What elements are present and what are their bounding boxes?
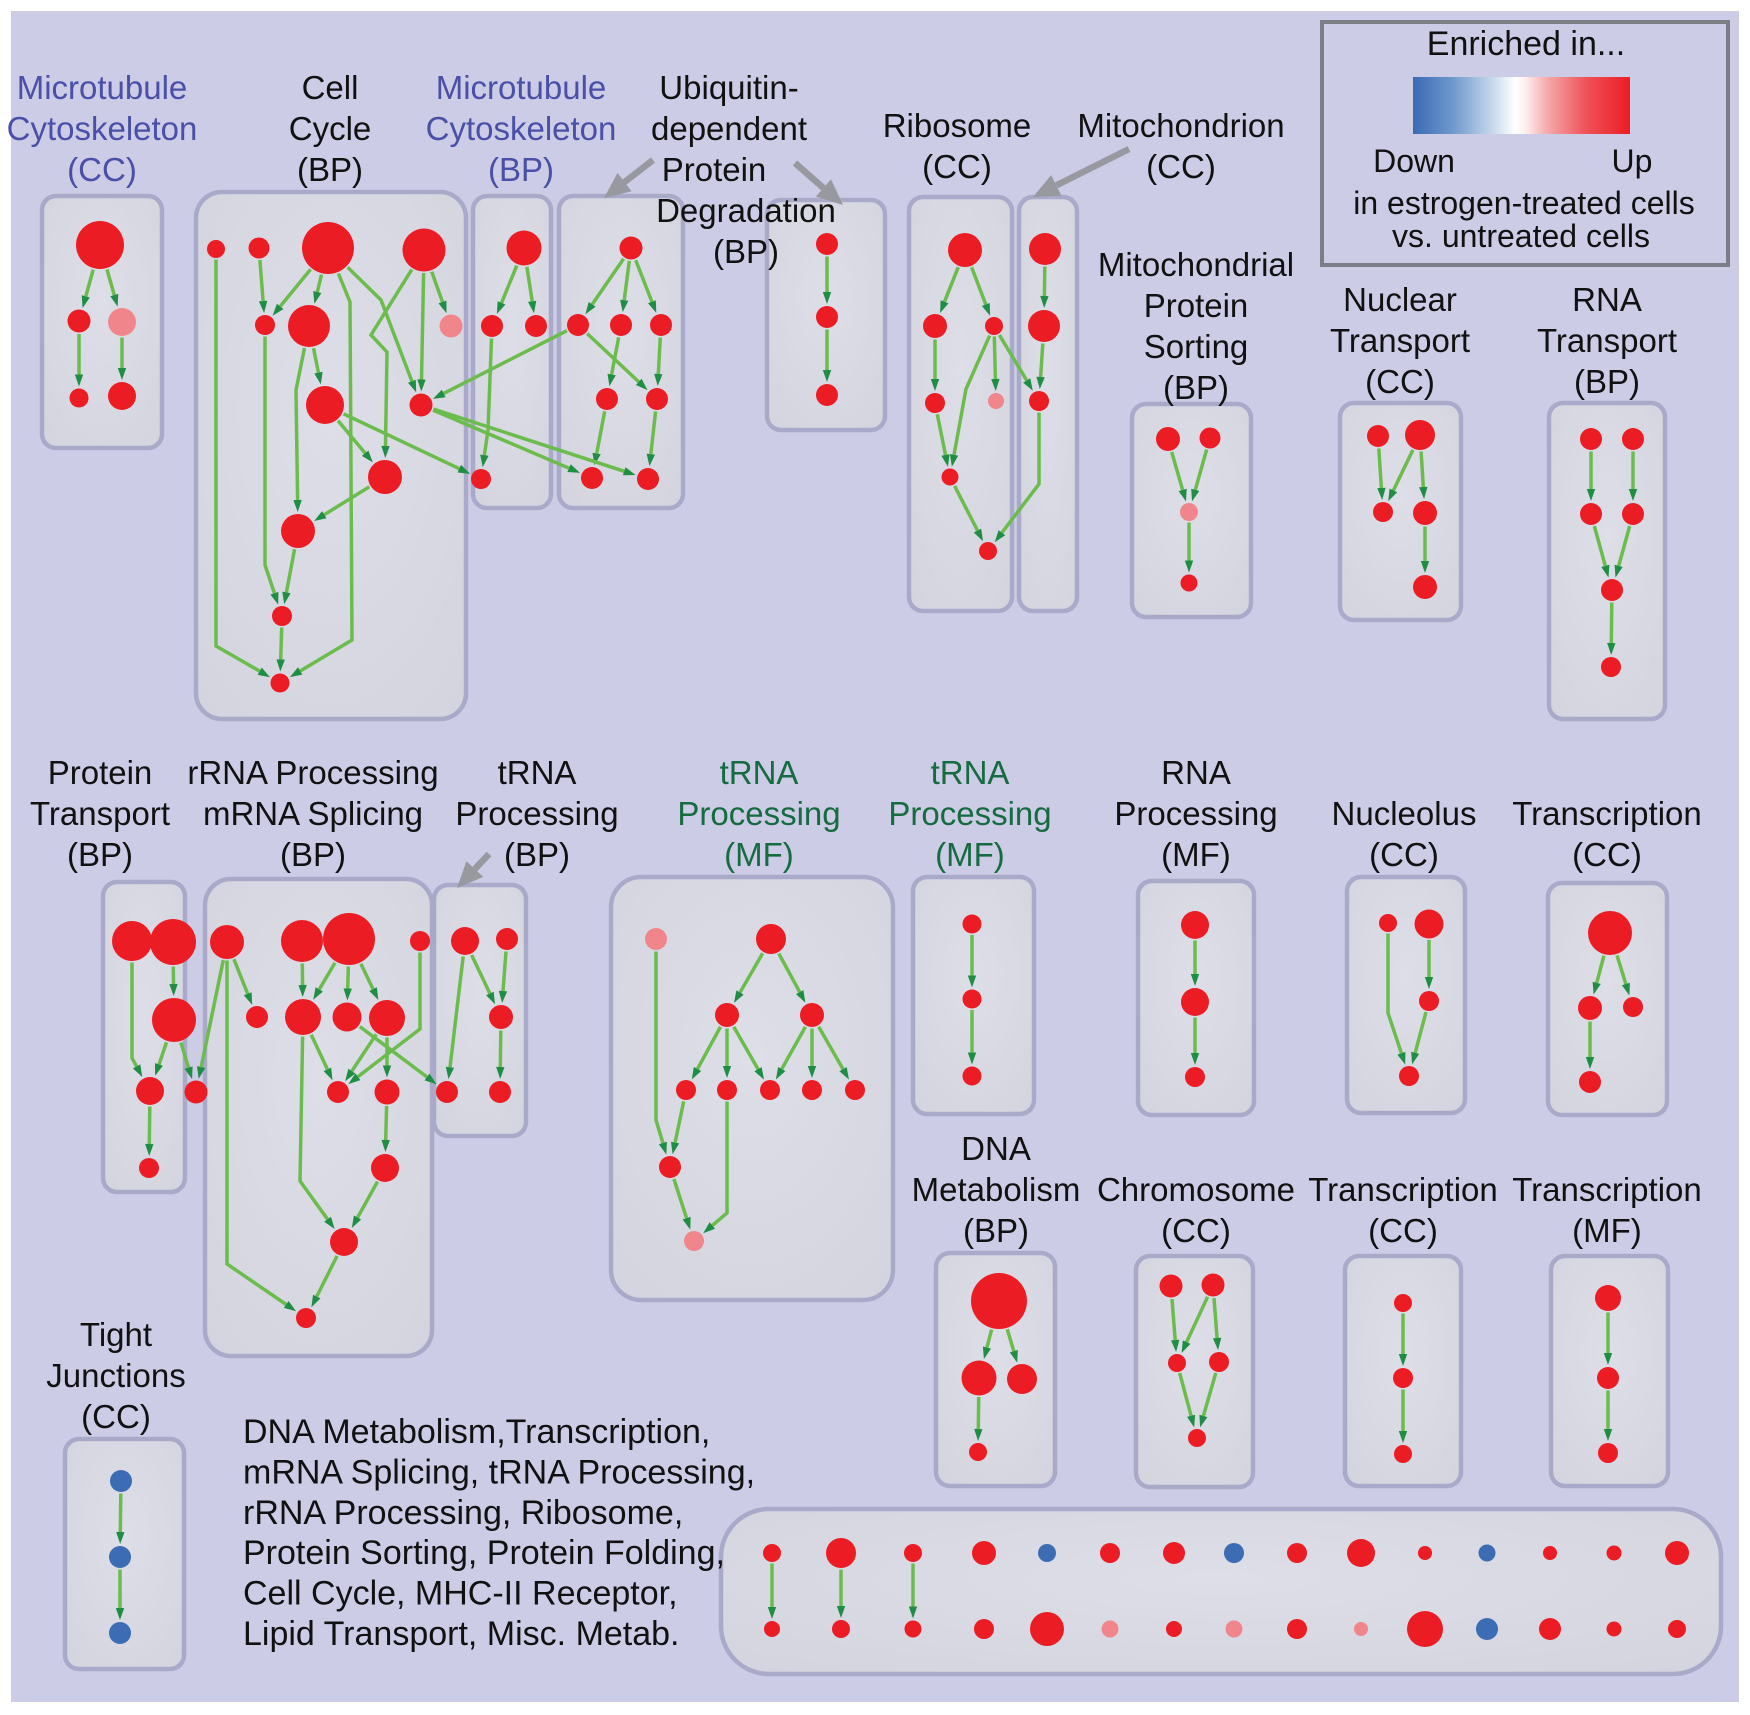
svg-text:Nuclear: Nuclear: [1343, 281, 1457, 318]
svg-text:Ubiquitin-: Ubiquitin-: [659, 69, 798, 106]
svg-text:(BP): (BP): [67, 836, 133, 873]
svg-text:Processing: Processing: [455, 795, 618, 832]
svg-text:(BP): (BP): [963, 1212, 1029, 1249]
svg-text:Microtubule: Microtubule: [17, 69, 188, 106]
svg-text:Transport: Transport: [30, 795, 170, 832]
svg-text:(BP): (BP): [1574, 363, 1640, 400]
svg-text:Protein: Protein: [662, 151, 767, 188]
svg-text:(BP): (BP): [280, 836, 346, 873]
svg-text:RNA: RNA: [1572, 281, 1642, 318]
svg-text:(CC): (CC): [1365, 363, 1435, 400]
svg-text:Transport: Transport: [1537, 322, 1677, 359]
svg-text:Up: Up: [1612, 143, 1653, 179]
svg-text:RNA: RNA: [1161, 754, 1231, 791]
svg-text:Down: Down: [1373, 143, 1455, 179]
svg-text:Mitochondrion: Mitochondrion: [1077, 107, 1284, 144]
svg-text:tRNA: tRNA: [931, 754, 1010, 791]
svg-text:Ribosome: Ribosome: [883, 107, 1032, 144]
svg-text:Tight: Tight: [80, 1316, 152, 1353]
svg-text:(CC): (CC): [1572, 836, 1642, 873]
svg-text:in estrogen-treated cells: in estrogen-treated cells: [1353, 185, 1695, 221]
svg-text:Protein: Protein: [1144, 287, 1249, 324]
svg-text:DNA: DNA: [961, 1130, 1031, 1167]
svg-text:(MF): (MF): [724, 836, 794, 873]
svg-text:Processing: Processing: [1114, 795, 1277, 832]
svg-text:mRNA Splicing, tRNA Processing: mRNA Splicing, tRNA Processing,: [243, 1453, 755, 1491]
svg-text:dependent: dependent: [651, 110, 807, 147]
svg-text:Chromosome: Chromosome: [1097, 1171, 1295, 1208]
svg-text:DNA Metabolism,Transcription,: DNA Metabolism,Transcription,: [243, 1413, 710, 1451]
svg-text:(CC): (CC): [922, 148, 992, 185]
svg-text:Processing: Processing: [888, 795, 1051, 832]
svg-text:Mitochondrial: Mitochondrial: [1098, 246, 1294, 283]
svg-text:Lipid Transport, Misc. Metab.: Lipid Transport, Misc. Metab.: [243, 1615, 680, 1653]
svg-text:(BP): (BP): [713, 233, 779, 270]
svg-text:tRNA: tRNA: [720, 754, 799, 791]
svg-text:(CC): (CC): [1146, 148, 1216, 185]
svg-text:Cytoskeleton: Cytoskeleton: [426, 110, 617, 147]
svg-text:(CC): (CC): [81, 1398, 151, 1435]
svg-text:(CC): (CC): [1368, 1212, 1438, 1249]
svg-text:mRNA Splicing: mRNA Splicing: [203, 795, 423, 832]
svg-text:Cell Cycle, MHC-II Receptor,: Cell Cycle, MHC-II Receptor,: [243, 1575, 678, 1613]
svg-text:Protein Sorting, Protein Foldi: Protein Sorting, Protein Folding,: [243, 1534, 725, 1572]
svg-text:Cytoskeleton: Cytoskeleton: [7, 110, 198, 147]
svg-text:tRNA: tRNA: [498, 754, 577, 791]
svg-text:Transcription: Transcription: [1512, 795, 1702, 832]
svg-text:(CC): (CC): [67, 151, 137, 188]
svg-text:vs. untreated cells: vs. untreated cells: [1392, 218, 1650, 254]
svg-text:Cell: Cell: [302, 69, 359, 106]
svg-text:Processing: Processing: [677, 795, 840, 832]
svg-text:Sorting: Sorting: [1144, 328, 1249, 365]
svg-text:rRNA Processing, Ribosome,: rRNA Processing, Ribosome,: [243, 1494, 683, 1532]
svg-text:Transcription: Transcription: [1308, 1171, 1498, 1208]
svg-text:Protein: Protein: [48, 754, 153, 791]
svg-text:Junctions: Junctions: [46, 1357, 185, 1394]
svg-text:(BP): (BP): [504, 836, 570, 873]
svg-text:(BP): (BP): [1163, 369, 1229, 406]
svg-text:(BP): (BP): [297, 151, 363, 188]
svg-text:Cycle: Cycle: [289, 110, 372, 147]
svg-text:Microtubule: Microtubule: [436, 69, 607, 106]
svg-text:Enriched in...: Enriched in...: [1427, 25, 1625, 63]
svg-text:(MF): (MF): [1572, 1212, 1642, 1249]
svg-text:(CC): (CC): [1161, 1212, 1231, 1249]
svg-text:(CC): (CC): [1369, 836, 1439, 873]
svg-text:rRNA Processing: rRNA Processing: [187, 754, 438, 791]
svg-text:Transport: Transport: [1330, 322, 1470, 359]
svg-text:Metabolism: Metabolism: [912, 1171, 1081, 1208]
svg-text:Transcription: Transcription: [1512, 1171, 1702, 1208]
svg-text:Nucleolus: Nucleolus: [1332, 795, 1477, 832]
svg-text:Degradation: Degradation: [656, 192, 836, 229]
svg-text:(BP): (BP): [488, 151, 554, 188]
svg-text:(MF): (MF): [1161, 836, 1231, 873]
svg-text:(MF): (MF): [935, 836, 1005, 873]
